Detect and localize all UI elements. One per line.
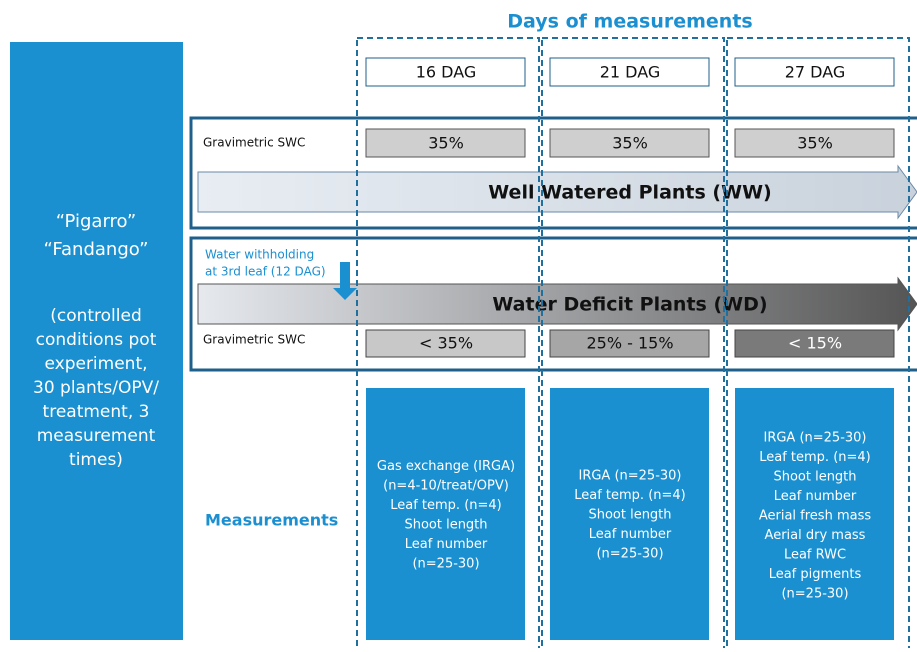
- day-box: [734, 57, 895, 87]
- wd-arrow: [197, 276, 917, 332]
- ww-label: Well Watered Plants (WW): [488, 182, 771, 204]
- day-box: [365, 57, 526, 87]
- swc-label: Gravimetric SWC: [203, 333, 305, 347]
- measurement-text: IRGA (n=25-30): [578, 469, 681, 484]
- swc-box: [549, 329, 710, 358]
- swc-label: Gravimetric SWC: [203, 136, 305, 150]
- header-title: Days of measurements: [507, 11, 752, 33]
- measurement-text: (n=25-30): [412, 557, 479, 572]
- measurement-text: Leaf temp. (n=4): [759, 450, 871, 465]
- measurement-text: Shoot length: [773, 470, 856, 485]
- day-label: 27 DAG: [785, 63, 846, 82]
- swc-box: [365, 128, 526, 158]
- measurement-text: IRGA (n=25-30): [763, 431, 866, 446]
- day-box: [549, 57, 710, 87]
- measurement-box: [735, 388, 894, 640]
- swc-box: [734, 329, 895, 358]
- measurement-text: Leaf number: [589, 527, 672, 542]
- measurement-text: (n=4-10/treat/OPV): [383, 479, 509, 494]
- measurement-box: [550, 388, 709, 640]
- swc-box: [549, 128, 710, 158]
- measurement-text: Aerial dry mass: [765, 528, 866, 543]
- description: 30 plants/OPV/: [33, 378, 159, 398]
- cultivar: “Fandango”: [44, 239, 149, 260]
- swc-value: 35%: [428, 134, 464, 153]
- measurement-text: (n=25-30): [596, 547, 663, 562]
- measurement-text: Leaf temp. (n=4): [390, 498, 502, 513]
- measurement-text: Leaf RWC: [784, 548, 846, 563]
- description: measurement: [37, 426, 156, 446]
- swc-box: [365, 329, 526, 358]
- ww-box: [189, 116, 917, 230]
- samples-box: [10, 42, 183, 640]
- measurement-text: Shoot length: [588, 508, 671, 523]
- withholding-text: Water withholding: [205, 248, 314, 262]
- measurement-text: Leaf pigments: [769, 567, 862, 582]
- swc-box: [734, 128, 895, 158]
- measurement-text: (n=25-30): [781, 587, 848, 602]
- measurement-box: [366, 388, 525, 640]
- description: experiment,: [44, 354, 147, 374]
- swc-value: 35%: [612, 134, 648, 153]
- swc-value: < 15%: [788, 334, 842, 353]
- measurement-text: Gas exchange (IRGA): [377, 459, 515, 474]
- description: times): [69, 450, 123, 470]
- description: conditions pot: [36, 330, 157, 350]
- wd-label: Water Deficit Plants (WD): [492, 294, 767, 316]
- measurement-text: Leaf temp. (n=4): [574, 488, 686, 503]
- measurement-text: Aerial fresh mass: [759, 509, 872, 524]
- swc-value: 25% - 15%: [586, 334, 673, 353]
- description: treatment, 3: [43, 402, 150, 422]
- measurement-text: Leaf number: [405, 537, 488, 552]
- swc-value: < 35%: [419, 334, 473, 353]
- day-label: 16 DAG: [416, 63, 477, 82]
- description: (controlled: [50, 306, 142, 326]
- measurement-text: Shoot length: [404, 518, 487, 533]
- ww-arrow: [197, 164, 917, 220]
- swc-value: 35%: [797, 134, 833, 153]
- measurement-text: Leaf number: [774, 489, 857, 504]
- withholding-text: at 3rd leaf (12 DAG): [205, 265, 326, 279]
- wd-box: [189, 236, 917, 372]
- cultivar: “Pigarro”: [56, 211, 136, 232]
- down-arrow: [333, 262, 357, 300]
- day-label: 21 DAG: [600, 63, 661, 82]
- measurements-label: Measurements: [205, 511, 338, 530]
